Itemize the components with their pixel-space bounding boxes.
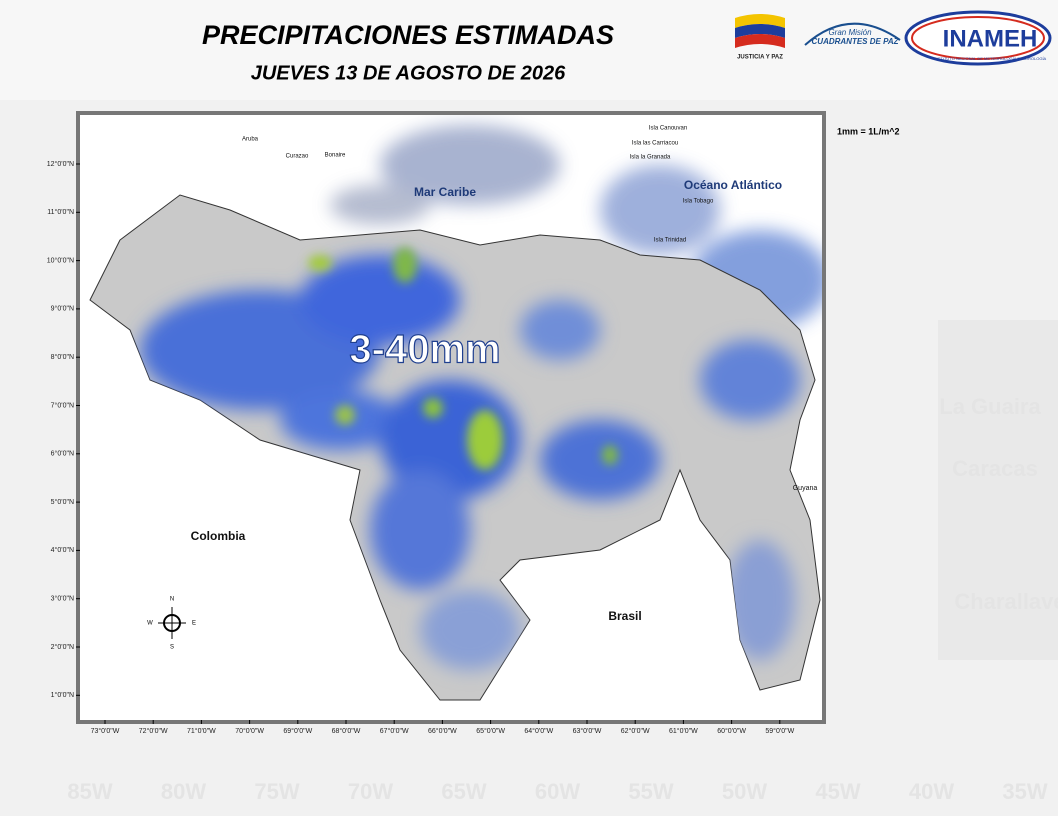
lat-label: 5°0'0"N: [51, 498, 74, 506]
lon-label: 70°0'0"W: [235, 727, 264, 735]
lat-label: 9°0'0"N: [51, 305, 74, 313]
bg-lon-label: 60W: [535, 779, 580, 804]
island-label: Isla las Carriacou: [632, 141, 678, 147]
lat-label: 10°0'0"N: [47, 256, 74, 264]
bg-lon-label: 65W: [441, 779, 486, 804]
flag-yellow: [735, 14, 785, 28]
island-label: Isla la Granada: [630, 155, 671, 161]
flag-red: [735, 34, 785, 48]
compass-n: N: [170, 597, 174, 603]
island-label: Curazao: [286, 154, 309, 160]
lat-label: 3°0'0"N: [51, 595, 74, 603]
islands: Aruba Curazao Bonaire Isla Canouvan Isla las…: [242, 126, 714, 244]
bg-lon-label: 35W: [1002, 779, 1047, 804]
lat-label: 7°0'0"N: [51, 401, 74, 409]
compass-s: S: [170, 645, 174, 651]
bg-lon-label: 85W: [67, 779, 112, 804]
lon-label: 63°0'0"W: [573, 727, 602, 735]
country-label: Colombia: [191, 529, 246, 543]
range-label: 3-40mm: [349, 328, 500, 372]
mission-line2: CUADRANTES DE PAZ: [812, 37, 900, 46]
bg-place: Caracas: [952, 456, 1038, 481]
bg-lon-label: 80W: [161, 779, 206, 804]
island-label: Bonaire: [325, 153, 346, 159]
inameh-ring-inner: [911, 16, 1045, 60]
lat-label: 12°0'0"N: [47, 160, 74, 168]
bg-lon-label: 70W: [348, 779, 393, 804]
lat-label: 4°0'0"N: [51, 546, 74, 554]
title: PRECIPITACIONES ESTIMADAS: [202, 20, 614, 50]
lat-label: 11°0'0"N: [47, 208, 74, 216]
lon-label: 65°0'0"W: [476, 727, 505, 735]
country-label: Guyana: [793, 485, 818, 492]
lon-label: 60°0'0"W: [717, 727, 746, 735]
island-label: Isla Canouvan: [649, 126, 687, 132]
inameh-name: INAMEH: [943, 25, 1038, 52]
bg-lon-label: 45W: [815, 779, 860, 804]
inameh-ring: [904, 10, 1052, 66]
lat-label: 2°0'0"N: [51, 643, 74, 651]
island-label: Isla Trinidad: [654, 238, 686, 244]
bg-place: Charallave: [954, 589, 1058, 614]
map-content: [89, 125, 822, 701]
bg-lon-label: 40W: [909, 779, 954, 804]
compass-w: W: [147, 621, 153, 627]
lon-label: 71°0'0"W: [187, 727, 216, 735]
sea-precip: [330, 125, 822, 330]
unit-note: 1mm = 1L/m^2: [837, 126, 900, 136]
mission-line1: Gran Misión: [828, 28, 872, 37]
lon-label: 72°0'0"W: [139, 727, 168, 735]
background-axis: 85W 80W 75W 70W 65W 60W 55W 50W 45W 40W 35W: [67, 779, 1047, 804]
lon-label: 62°0'0"W: [621, 727, 650, 735]
logos: JUSTICIA Y PAZ Gran Misión CUADRANTES DE…: [735, 10, 1052, 66]
lon-label: 73°0'0"W: [91, 727, 120, 735]
subtitle: JUEVES 13 DE AGOSTO DE 2026: [251, 62, 566, 84]
lat-label: 1°0'0"N: [51, 691, 74, 699]
lon-label: 66°0'0"W: [428, 727, 457, 735]
island-label: Aruba: [242, 137, 259, 143]
lon-label: 64°0'0"W: [524, 727, 553, 735]
lon-label: 68°0'0"W: [332, 727, 361, 735]
lon-label: 61°0'0"W: [669, 727, 698, 735]
land-precip: [140, 247, 800, 670]
flag-blue: [735, 24, 785, 38]
inameh-full: INSTITUTO NACIONAL DE METEOROLOGÍA E HID…: [934, 56, 1047, 61]
lon-label: 59°0'0"W: [765, 727, 794, 735]
map-ticks: 12°0'0"N 11°0'0"N 10°0'0"N 9°0'0"N 8°0'0"N 7°…: [47, 160, 795, 735]
lat-label: 6°0'0"N: [51, 450, 74, 458]
mission-arc: [804, 22, 901, 46]
bg-lon-label: 75W: [254, 779, 299, 804]
compass: N S E W: [147, 597, 196, 651]
ocean-label: Océano Atlántico: [684, 178, 782, 192]
bg-place: La Guaira: [939, 394, 1041, 419]
compass-e: E: [192, 621, 196, 627]
inset-faded: [938, 320, 1058, 660]
background-places: La Guaira Caracas Charallave: [939, 394, 1058, 614]
sea-label: Mar Caribe: [414, 185, 476, 199]
lat-label: 8°0'0"N: [51, 353, 74, 361]
lon-label: 67°0'0"W: [380, 727, 409, 735]
flag-caption: JUSTICIA Y PAZ: [737, 55, 783, 61]
bg-lon-label: 50W: [722, 779, 767, 804]
lon-label: 69°0'0"W: [283, 727, 312, 735]
bg-lon-label: 55W: [628, 779, 673, 804]
country-label: Brasil: [608, 609, 641, 623]
island-label: Isla Tobago: [683, 199, 714, 205]
